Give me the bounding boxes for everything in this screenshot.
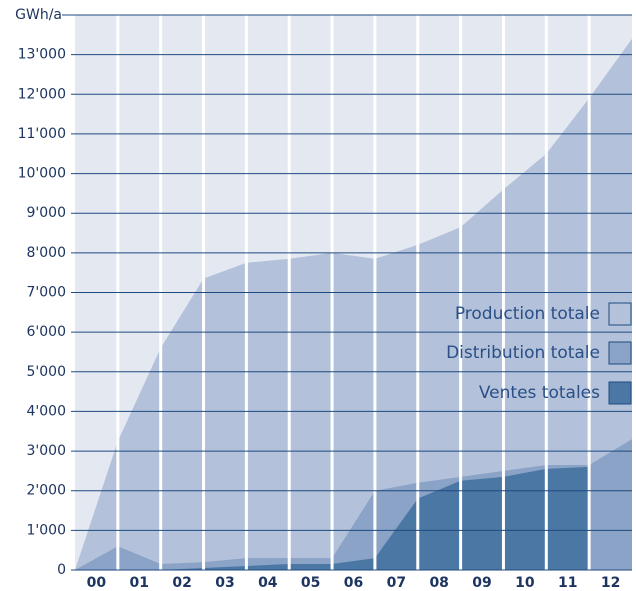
y-tick-label: 12'000	[18, 86, 66, 102]
legend-swatch	[608, 381, 632, 405]
y-tick-label: 5'000	[27, 364, 66, 380]
y-axis-label: GWh/a	[15, 7, 62, 23]
legend-swatch	[608, 302, 632, 326]
x-tick-label: 00	[87, 575, 107, 591]
y-tick-label: 6'000	[27, 324, 66, 340]
y-tick-label: 7'000	[27, 285, 66, 301]
x-tick-label: 07	[387, 575, 406, 591]
y-tick-label: 2'000	[27, 483, 66, 499]
x-tick-label: 04	[258, 575, 278, 591]
y-tick-label: 4'000	[27, 403, 66, 419]
x-tick-label: 10	[515, 575, 535, 591]
x-tick-label: 03	[215, 575, 234, 591]
y-tick-label: 1'000	[27, 522, 66, 538]
y-tick-label: 0	[57, 562, 66, 578]
x-tick-label: 05	[301, 575, 320, 591]
legend-label: Distribution totale	[446, 343, 600, 363]
x-tick-label: 11	[558, 575, 577, 591]
legend-label: Production totale	[455, 304, 600, 324]
y-tick-label: 8'000	[27, 245, 66, 261]
x-tick-label: 06	[344, 575, 363, 591]
x-tick-label: 01	[130, 575, 149, 591]
y-tick-label: 10'000	[18, 166, 66, 182]
legend-label: Ventes totales	[479, 383, 600, 403]
legend-swatch	[608, 341, 632, 365]
area	[75, 38, 632, 571]
x-tick-label: 09	[472, 575, 491, 591]
x-tick-label: 12	[601, 575, 620, 591]
y-tick-label: 3'000	[27, 443, 66, 459]
y-tick-label: 11'000	[18, 126, 66, 142]
x-tick-label: 08	[429, 575, 448, 591]
x-tick-label: 02	[172, 575, 191, 591]
y-tick-label: 9'000	[27, 205, 66, 221]
y-tick-label: 13'000	[18, 47, 66, 63]
